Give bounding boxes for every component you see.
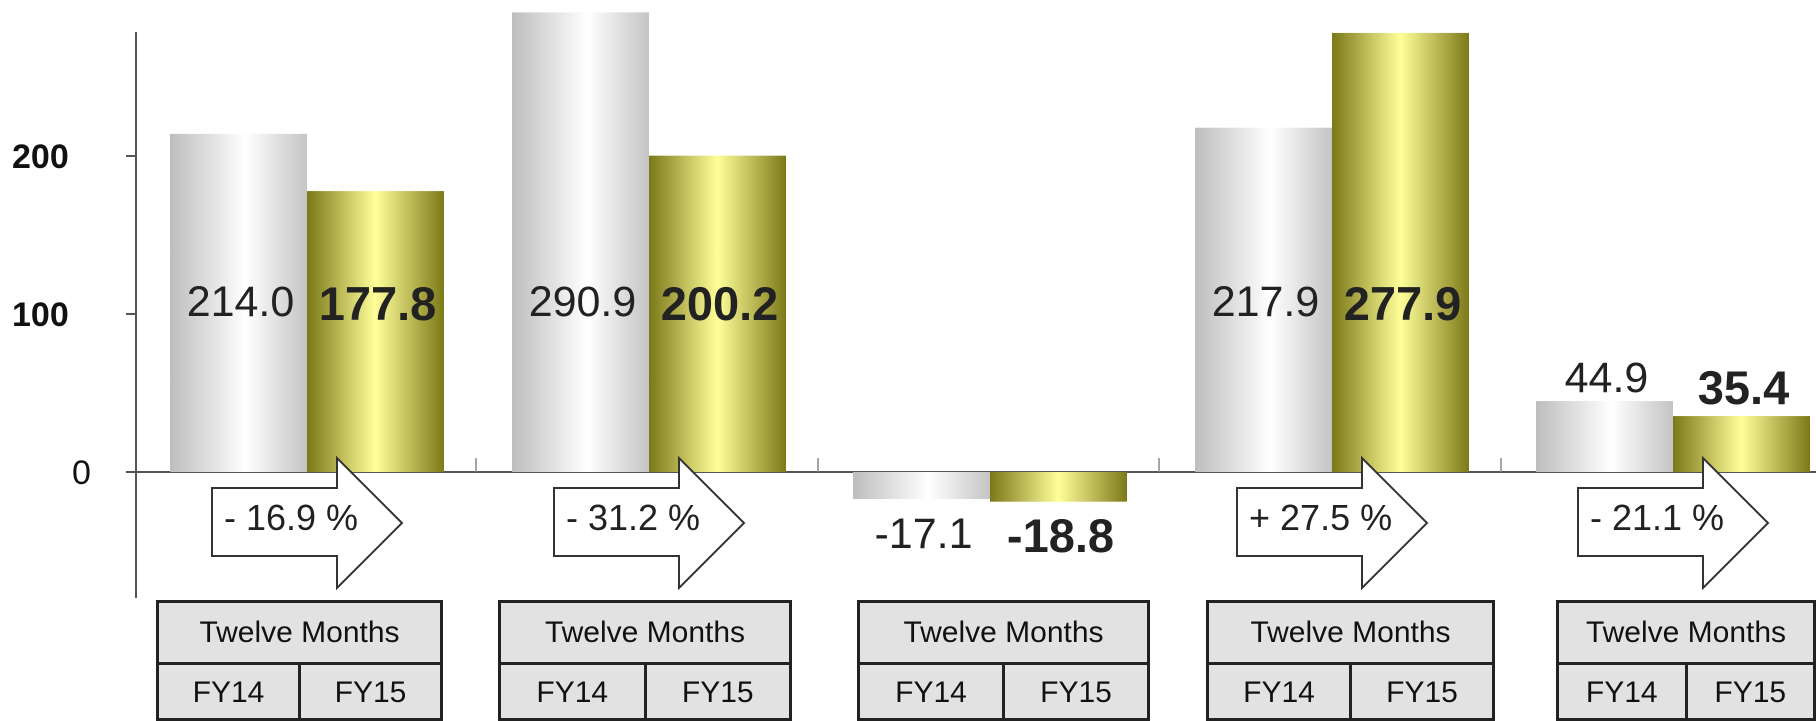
period-box: Twelve Months FY14 FY15 <box>1206 600 1495 721</box>
data-label-fy15: 35.4 <box>1698 361 1789 414</box>
period-year-fy14: FY14 <box>895 676 967 709</box>
bar-fy14 <box>853 472 990 500</box>
period-year-fy15: FY15 <box>1349 665 1492 721</box>
bar-fy14 <box>512 12 649 473</box>
period-year-fy14: FY14 <box>1585 676 1658 709</box>
period-years-row: FY14 FY15 <box>1209 665 1492 721</box>
data-label-fy14: 214.0 <box>187 278 295 326</box>
period-years-row: FY14 FY15 <box>159 665 440 721</box>
period-box: Twelve Months FY14 FY15 <box>498 600 792 721</box>
change-arrow-label: - 21.1 % <box>1590 497 1724 538</box>
y-tick-label: 0 <box>72 454 91 492</box>
bar-fy15 <box>1332 32 1469 472</box>
period-years-row: FY14 FY15 <box>860 665 1147 721</box>
change-arrow <box>211 455 404 591</box>
period-year-fy15: FY15 <box>1002 665 1147 721</box>
change-arrow <box>1577 455 1770 591</box>
data-label-fy14: 217.9 <box>1212 278 1320 326</box>
data-label-fy14: -17.1 <box>874 510 972 558</box>
period-years-row: FY14 FY15 <box>1559 665 1813 721</box>
bar-fy15 <box>990 472 1127 502</box>
data-label-fy15: 177.8 <box>319 277 437 330</box>
data-label-fy14: 44.9 <box>1565 354 1649 402</box>
data-label-fy15: 200.2 <box>661 277 779 330</box>
bar-fy14 <box>170 133 307 472</box>
period-years-row: FY14 FY15 <box>501 665 789 721</box>
data-label-fy15: -18.8 <box>1007 509 1114 562</box>
change-arrow <box>1236 455 1429 591</box>
data-label-fy14: 290.9 <box>529 278 637 326</box>
period-year-fy14: FY14 <box>1243 676 1315 709</box>
period-year-fy15: FY15 <box>643 665 790 721</box>
period-header: Twelve Months <box>159 603 440 665</box>
y-tick-label: 100 <box>12 296 69 334</box>
period-header: Twelve Months <box>1209 603 1492 665</box>
bar-fy14 <box>1536 401 1673 472</box>
bar-fy15 <box>307 191 444 473</box>
change-arrow-label: - 16.9 % <box>224 497 358 538</box>
period-year-fy14: FY14 <box>536 676 609 709</box>
period-box: Twelve Months FY14 FY15 <box>1556 600 1816 721</box>
y-tick-label: 200 <box>12 138 69 176</box>
period-box: Twelve Months FY14 FY15 <box>857 600 1150 721</box>
period-header: Twelve Months <box>501 603 789 665</box>
change-arrow <box>553 455 746 591</box>
period-year-fy15: FY15 <box>298 665 440 721</box>
period-year-fy15: FY15 <box>1684 665 1814 721</box>
change-arrow-label: - 31.2 % <box>566 497 700 538</box>
period-year-fy14: FY14 <box>192 676 265 709</box>
period-header: Twelve Months <box>860 603 1147 665</box>
period-box: Twelve Months FY14 FY15 <box>156 600 443 721</box>
bar-fy14 <box>1195 127 1332 472</box>
period-header: Twelve Months <box>1559 603 1813 665</box>
data-label-fy15: 277.9 <box>1344 277 1462 330</box>
change-arrow-label: + 27.5 % <box>1249 497 1392 538</box>
bar-fy15 <box>649 155 786 472</box>
bar-fy15 <box>1673 416 1810 472</box>
